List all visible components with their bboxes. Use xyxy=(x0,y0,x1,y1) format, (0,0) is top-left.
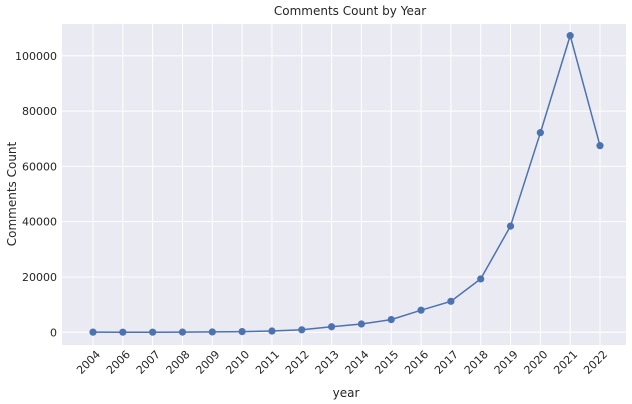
data-point xyxy=(447,297,455,305)
x-tick-label: 2017 xyxy=(432,348,461,377)
data-point xyxy=(596,142,604,150)
x-tick-label: 2018 xyxy=(462,348,491,377)
y-tick-label: 20000 xyxy=(22,271,57,284)
y-axis-label: Comments Count xyxy=(5,141,19,246)
data-point xyxy=(327,323,336,331)
data-point xyxy=(477,275,485,283)
x-tick-label: 2008 xyxy=(164,348,193,377)
data-point xyxy=(149,328,157,336)
y-tick-label: 80000 xyxy=(22,105,57,118)
series-line xyxy=(92,32,601,333)
data-point xyxy=(298,326,306,334)
data-points xyxy=(89,32,604,336)
x-tick-label: 2010 xyxy=(223,348,252,377)
y-tick-label: 40000 xyxy=(22,216,57,229)
data-point xyxy=(178,328,187,336)
data-point xyxy=(566,32,574,40)
x-tick-label: 2013 xyxy=(313,348,342,377)
data-point xyxy=(238,327,246,336)
x-tick-label: 2021 xyxy=(551,348,580,377)
data-point xyxy=(89,328,97,336)
x-tick-label: 2011 xyxy=(253,348,282,377)
grid xyxy=(62,24,626,345)
data-point xyxy=(268,327,276,335)
data-point xyxy=(417,306,425,314)
x-tick-label: 2009 xyxy=(193,348,222,377)
x-tick-label: 2014 xyxy=(343,348,372,377)
x-tick-label: 2012 xyxy=(283,348,312,377)
chart-title: Comments Count by Year xyxy=(274,4,426,18)
x-tick-label: 2004 xyxy=(74,348,103,377)
x-tick-label: 2015 xyxy=(372,348,401,377)
x-tick-label: 2020 xyxy=(521,348,550,377)
y-tick-label: 0 xyxy=(50,326,57,339)
x-tick-label: 2006 xyxy=(104,348,133,377)
x-tick-label: 2016 xyxy=(402,348,431,377)
y-tick-label: 100000 xyxy=(15,50,57,63)
y-tick-label: 60000 xyxy=(22,160,57,173)
data-point xyxy=(357,320,366,328)
data-point xyxy=(119,328,127,336)
data-point xyxy=(536,129,544,137)
x-tick-label: 2022 xyxy=(581,348,610,377)
x-axis-label: year xyxy=(333,386,360,400)
data-point xyxy=(506,222,515,230)
data-point xyxy=(387,315,395,324)
y-tick-labels: 0 20000 40000 60000 80000 100000 xyxy=(15,50,57,339)
x-tick-label: 2019 xyxy=(492,348,521,377)
data-point xyxy=(208,328,216,336)
x-tick-label: 2007 xyxy=(134,348,163,377)
plot-background xyxy=(62,24,626,345)
x-tick-labels: 2004 2006 2007 2008 2009 2010 2011 2012 2013 2014… xyxy=(74,348,610,377)
